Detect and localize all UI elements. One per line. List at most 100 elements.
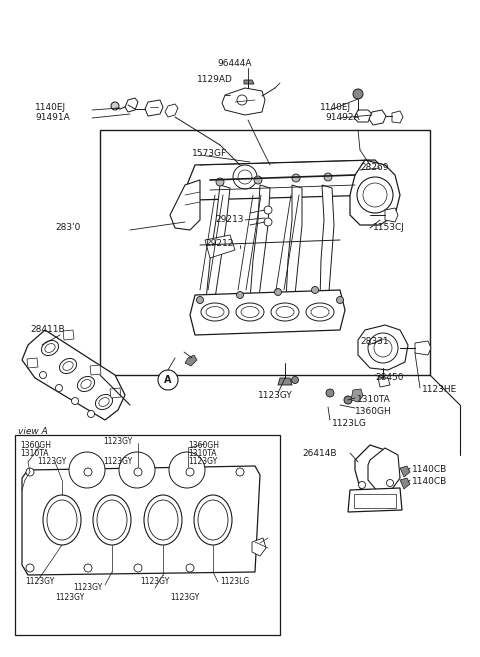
- Text: 1123GY: 1123GY: [258, 390, 293, 399]
- Polygon shape: [222, 88, 265, 115]
- Circle shape: [363, 183, 387, 207]
- Text: 1310TA: 1310TA: [188, 449, 216, 459]
- Circle shape: [169, 452, 205, 488]
- Polygon shape: [385, 208, 398, 222]
- Circle shape: [238, 170, 252, 184]
- Polygon shape: [185, 355, 197, 366]
- Circle shape: [84, 468, 92, 476]
- Circle shape: [72, 397, 79, 405]
- Circle shape: [111, 102, 119, 110]
- Circle shape: [26, 564, 34, 572]
- Polygon shape: [392, 111, 403, 123]
- Circle shape: [386, 480, 394, 486]
- Bar: [15, 435, 280, 635]
- Circle shape: [359, 482, 365, 489]
- Ellipse shape: [241, 307, 259, 317]
- Polygon shape: [369, 110, 386, 125]
- Circle shape: [26, 468, 34, 476]
- Text: 1140EJ: 1140EJ: [35, 102, 66, 112]
- Text: 1123GY: 1123GY: [25, 578, 54, 587]
- Circle shape: [84, 564, 92, 572]
- Text: 1123LG: 1123LG: [332, 420, 367, 428]
- Bar: [354, 494, 396, 508]
- Ellipse shape: [206, 307, 224, 317]
- Text: 1123GY: 1123GY: [55, 593, 84, 602]
- Circle shape: [134, 468, 142, 476]
- Text: 283ʹ0: 283ʹ0: [55, 223, 80, 233]
- Text: 1310TA: 1310TA: [20, 449, 48, 459]
- Circle shape: [291, 376, 299, 384]
- Polygon shape: [244, 80, 254, 84]
- Circle shape: [324, 173, 332, 181]
- Text: 28450: 28450: [375, 373, 404, 382]
- Circle shape: [264, 206, 272, 214]
- Ellipse shape: [201, 303, 229, 321]
- Ellipse shape: [194, 495, 232, 545]
- Text: 29212: 29212: [205, 238, 233, 248]
- Text: 1573GF: 1573GF: [192, 148, 227, 158]
- Circle shape: [292, 174, 300, 182]
- Text: 28331: 28331: [360, 338, 389, 346]
- Ellipse shape: [276, 307, 294, 317]
- Circle shape: [353, 89, 363, 99]
- Polygon shape: [358, 325, 408, 370]
- Polygon shape: [22, 330, 125, 420]
- Polygon shape: [368, 448, 400, 492]
- Text: 1123GY: 1123GY: [103, 457, 132, 466]
- Polygon shape: [250, 185, 270, 305]
- Circle shape: [196, 296, 204, 304]
- Circle shape: [158, 370, 178, 390]
- Polygon shape: [90, 365, 101, 375]
- Polygon shape: [145, 100, 163, 116]
- Polygon shape: [378, 378, 390, 387]
- Text: 1123GY: 1123GY: [188, 457, 217, 466]
- Circle shape: [374, 339, 392, 357]
- Polygon shape: [165, 104, 178, 117]
- Circle shape: [69, 452, 105, 488]
- Circle shape: [312, 286, 319, 294]
- Text: 1140CB: 1140CB: [412, 466, 447, 474]
- Circle shape: [326, 389, 334, 397]
- Circle shape: [368, 333, 398, 363]
- Circle shape: [236, 468, 244, 476]
- Text: view A: view A: [18, 428, 48, 436]
- Text: 29213: 29213: [215, 215, 243, 225]
- Polygon shape: [206, 185, 230, 305]
- Polygon shape: [400, 466, 410, 477]
- Text: 1123GY: 1123GY: [170, 593, 200, 602]
- Text: 1123LG: 1123LG: [220, 578, 249, 587]
- Circle shape: [39, 371, 47, 378]
- Polygon shape: [415, 341, 431, 355]
- Polygon shape: [27, 358, 38, 368]
- Text: 1140EJ: 1140EJ: [320, 102, 351, 112]
- Ellipse shape: [236, 303, 264, 321]
- Text: 1123GY: 1123GY: [140, 578, 169, 587]
- Polygon shape: [350, 160, 400, 225]
- Circle shape: [233, 165, 257, 189]
- Text: 1360GH: 1360GH: [20, 440, 51, 449]
- Polygon shape: [355, 445, 388, 495]
- Ellipse shape: [144, 495, 182, 545]
- Text: 1310TA: 1310TA: [357, 396, 391, 405]
- Ellipse shape: [43, 495, 81, 545]
- Circle shape: [119, 452, 155, 488]
- Ellipse shape: [148, 500, 178, 540]
- Ellipse shape: [63, 361, 73, 371]
- Ellipse shape: [81, 380, 91, 388]
- Text: 96444A: 96444A: [218, 58, 252, 68]
- Polygon shape: [63, 330, 74, 340]
- Text: 1140CB: 1140CB: [412, 478, 447, 486]
- Text: 26414B: 26414B: [302, 449, 336, 457]
- Circle shape: [186, 468, 194, 476]
- Polygon shape: [185, 160, 385, 200]
- Polygon shape: [190, 290, 345, 335]
- Circle shape: [216, 178, 224, 186]
- Circle shape: [264, 218, 272, 226]
- Ellipse shape: [45, 344, 55, 352]
- Text: 28269: 28269: [360, 162, 388, 171]
- Text: 1123GY: 1123GY: [73, 583, 103, 593]
- Ellipse shape: [97, 500, 127, 540]
- Ellipse shape: [271, 303, 299, 321]
- Circle shape: [134, 564, 142, 572]
- Polygon shape: [22, 466, 260, 575]
